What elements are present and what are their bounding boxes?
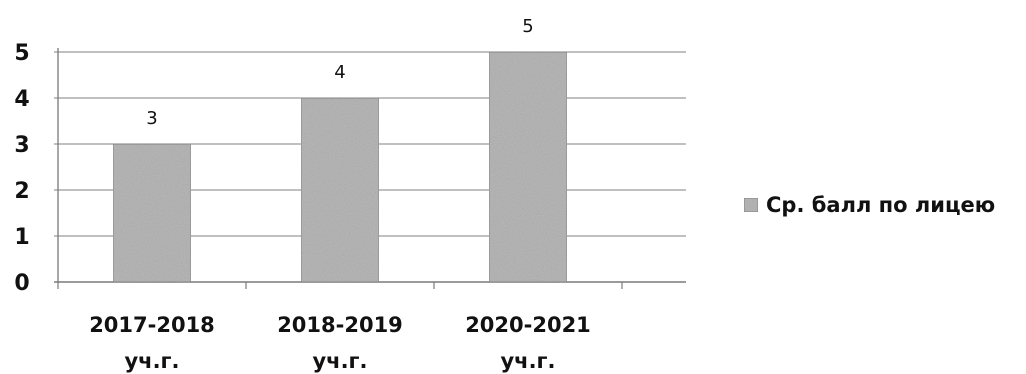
y-tick-label-0: 0 bbox=[14, 271, 29, 296]
category-label-line: уч.г. bbox=[312, 349, 367, 373]
legend-swatch bbox=[743, 197, 759, 213]
category-label-line: уч.г. bbox=[124, 349, 179, 373]
legend-label: Ср. балл по лицею bbox=[766, 193, 995, 217]
bar-1 bbox=[300, 97, 380, 283]
y-tick-label-4: 4 bbox=[14, 87, 29, 112]
y-tick-label-1: 1 bbox=[14, 225, 29, 250]
bars bbox=[112, 51, 568, 283]
data-label-0: 3 bbox=[146, 108, 157, 129]
category-label-1: 2018-2019 уч.г. bbox=[277, 313, 403, 373]
bar-0 bbox=[112, 143, 192, 283]
bar-2 bbox=[488, 51, 568, 283]
category-label-0: 2017-2018 уч.г. bbox=[89, 313, 215, 373]
data-label-2: 5 bbox=[522, 16, 533, 37]
category-label-line: уч.г. bbox=[500, 349, 555, 373]
y-tick-label-2: 2 bbox=[14, 179, 29, 204]
data-label-1: 4 bbox=[334, 62, 345, 83]
legend: Ср. балл по лицею bbox=[743, 193, 995, 217]
y-tick-label-5: 5 bbox=[14, 41, 29, 66]
category-label-line: 2017-2018 bbox=[89, 313, 215, 337]
labels: 0 1 2 3 4 5 3 2017-2018 уч.г. 4 2018-2019 уч.г. 5 202… bbox=[14, 16, 590, 373]
category-label-line: 2020-2021 bbox=[465, 313, 591, 337]
category-label-line: 2018-2019 bbox=[277, 313, 403, 337]
y-tick-label-3: 3 bbox=[14, 133, 29, 158]
category-label-2: 2020-2021 уч.г. bbox=[465, 313, 591, 373]
